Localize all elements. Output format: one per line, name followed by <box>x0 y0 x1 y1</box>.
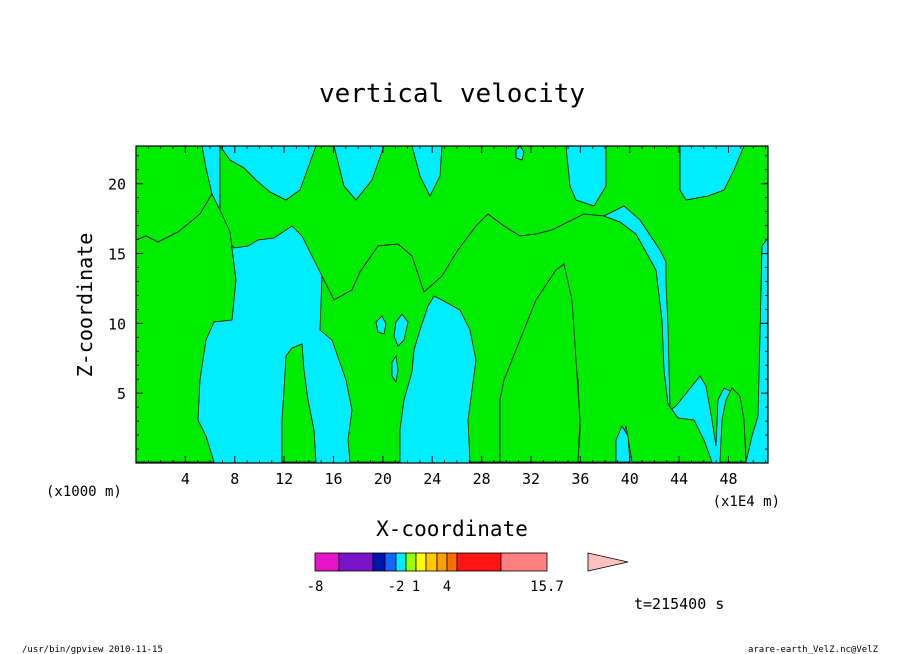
plot-frame <box>135 145 769 464</box>
colorbar-swatch <box>456 552 502 572</box>
colorbar: -8 -2 1 4 15.7 <box>307 552 629 595</box>
colorbar-swatch <box>436 552 448 572</box>
y-axis: 5 10 15 20 <box>108 155 768 450</box>
colorbar-extension <box>587 552 629 572</box>
colorbar-tick-label: -8 <box>307 579 324 595</box>
colorbar-swatch <box>446 552 458 572</box>
time-label: t=215400 s <box>634 595 724 613</box>
y-tick-label: 15 <box>108 246 126 264</box>
colorbar-swatch <box>500 552 548 572</box>
x-tick-label: 40 <box>621 470 639 488</box>
colorbar-swatch <box>314 552 340 572</box>
x-tick-label: 44 <box>670 470 688 488</box>
x-axis: 4 8 12 16 20 24 28 32 36 40 44 48 <box>147 146 766 488</box>
x-tick-label: 32 <box>522 470 540 488</box>
chart-title: vertical velocity <box>319 79 585 109</box>
colorbar-swatch <box>405 552 417 572</box>
x-tick-label: 36 <box>571 470 589 488</box>
colorbar-swatch <box>425 552 438 572</box>
positive-velocity-region <box>135 193 237 463</box>
colorbar-swatch <box>384 552 397 572</box>
x-axis-label: X-coordinate <box>376 517 528 541</box>
negative-velocity-region <box>375 315 387 335</box>
x-tick-label: 48 <box>719 470 737 488</box>
positive-velocity-region <box>499 263 581 463</box>
negative-velocity-region <box>615 425 631 463</box>
footer-right: arare-earth_VelZ.nc@VelZ <box>748 645 879 654</box>
x-tick-label: 16 <box>324 470 342 488</box>
colorbar-swatch <box>338 552 374 572</box>
x-tick-label: 20 <box>374 470 392 488</box>
x-unit-left: (x1000 m) <box>46 484 122 500</box>
negative-velocity-region <box>393 313 409 347</box>
y-tick-label: 5 <box>117 385 126 403</box>
colorbar-tick-label: 4 <box>443 579 451 595</box>
x-tick-label: 12 <box>275 470 293 488</box>
x-tick-label: 8 <box>230 470 239 488</box>
colorbar-tick-label: 1 <box>412 579 420 595</box>
x-tick-label: 28 <box>473 470 491 488</box>
y-tick-label: 10 <box>108 315 126 333</box>
colorbar-swatch <box>372 552 386 572</box>
y-axis-label: Z-coordinate <box>73 233 97 378</box>
colorbar-tick-label: -2 <box>388 579 405 595</box>
footer-left: /usr/bin/gpview 2010-11-15 <box>22 645 163 654</box>
negative-velocity-region <box>515 145 525 161</box>
x-tick-label: 24 <box>423 470 441 488</box>
positive-velocity-region <box>281 343 317 463</box>
positive-velocity-region <box>719 387 747 463</box>
x-tick-label: 4 <box>181 470 190 488</box>
colorbar-tick-label: 15.7 <box>530 579 564 595</box>
x-unit-right: (x1E4 m) <box>713 494 780 510</box>
negative-velocity-region <box>391 354 399 384</box>
colorbar-swatch <box>395 552 407 572</box>
y-tick-label: 20 <box>108 176 126 194</box>
colorbar-swatch <box>415 552 427 572</box>
velocity-field <box>135 144 769 463</box>
